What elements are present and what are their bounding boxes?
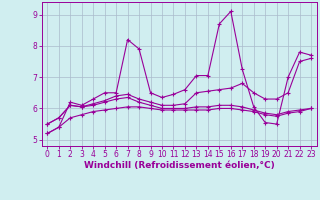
X-axis label: Windchill (Refroidissement éolien,°C): Windchill (Refroidissement éolien,°C) (84, 161, 275, 170)
